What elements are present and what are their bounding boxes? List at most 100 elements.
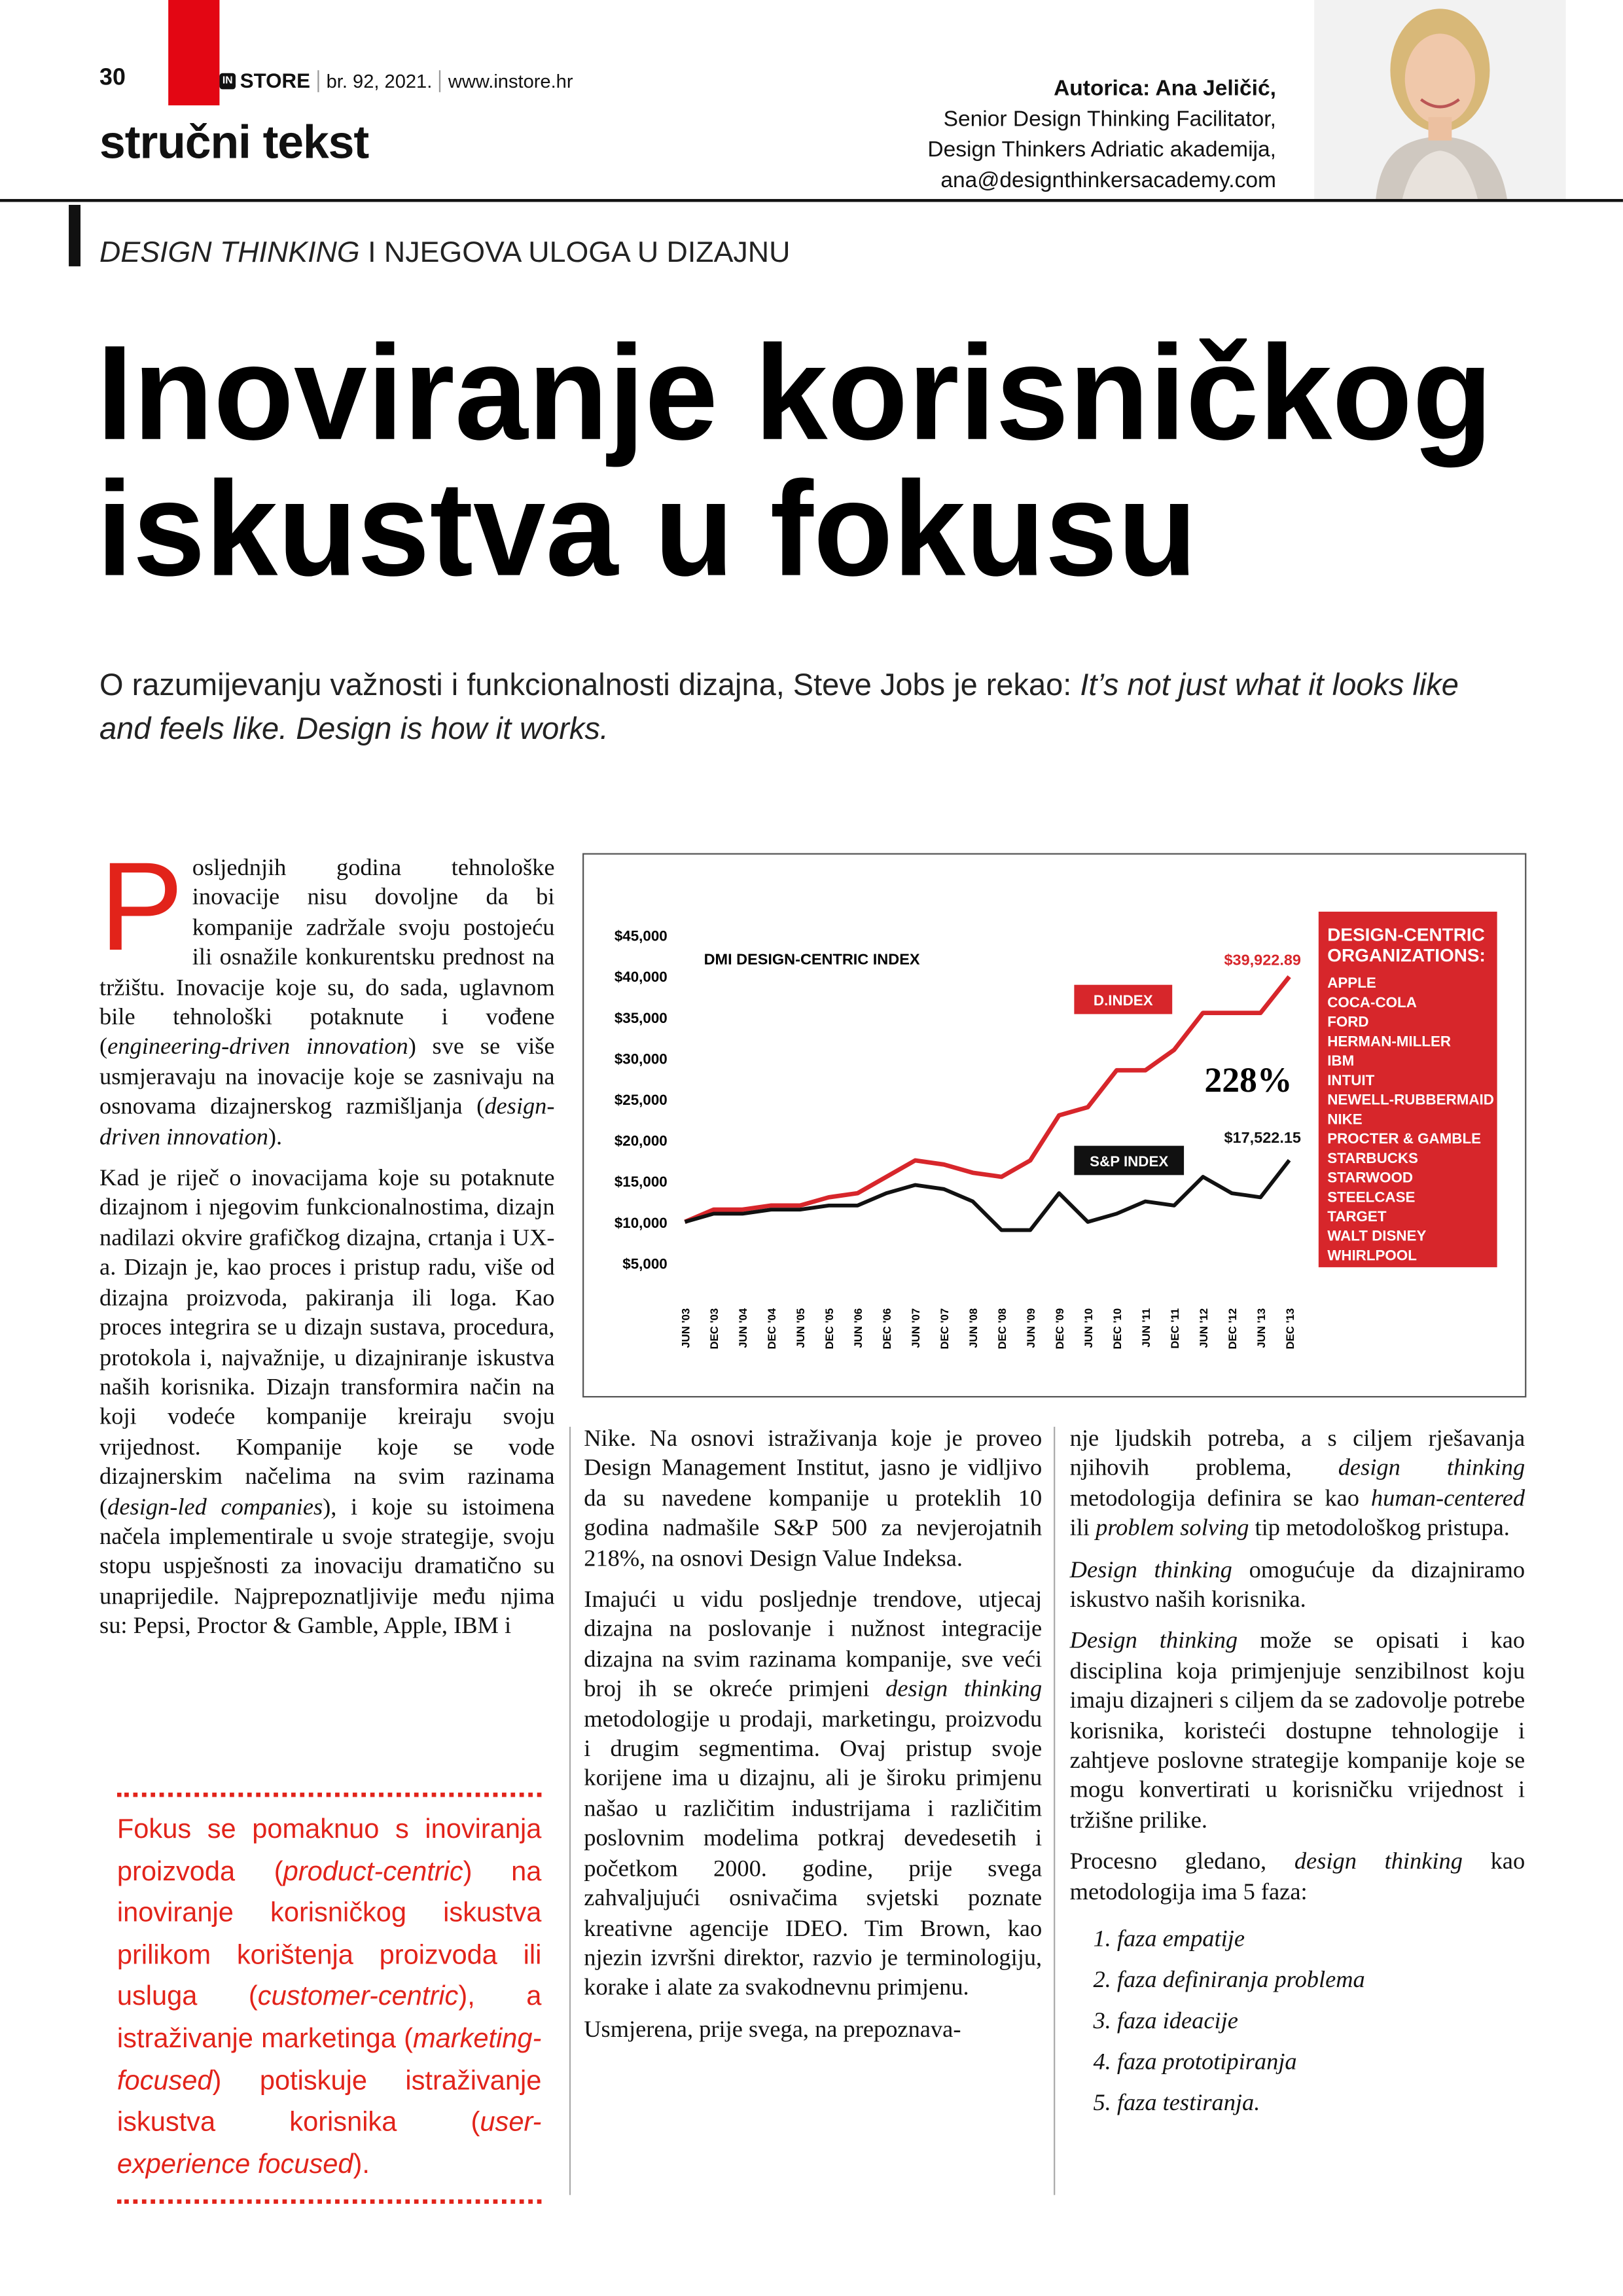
text-run: kao metodologija ima 5 faza: bbox=[1069, 1847, 1525, 1905]
paragraph: Kad je riječ o inovacijama koje su potak… bbox=[99, 1164, 554, 1641]
text-run: design-led companies bbox=[107, 1492, 323, 1520]
legend-label: S&P INDEX bbox=[1090, 1153, 1168, 1170]
x-tick-label: DEC '11 bbox=[1169, 1308, 1181, 1349]
text-run: Design thinking bbox=[1069, 1626, 1238, 1655]
text-run: I NJEGOVA ULOGA U DIZAJNU bbox=[359, 237, 791, 270]
logo-badge: IN bbox=[219, 72, 236, 89]
text-run: Imajući u vidu posljednje trendove, utje… bbox=[584, 1585, 1043, 1702]
text-run: metodologija definira se kao bbox=[1069, 1483, 1371, 1512]
column: nje ljudskih potreba, a s ciljem rješava… bbox=[1070, 1424, 1525, 2123]
x-tick-label: DEC '09 bbox=[1054, 1308, 1066, 1350]
text-run: human-centered bbox=[1370, 1483, 1525, 1512]
text-run: nje ljudskih potreba, a s ciljem rješava… bbox=[1069, 1424, 1525, 1482]
text-run: omogućuje da dizajniramo iskustvo naših … bbox=[1069, 1554, 1525, 1613]
text-run: engineering-driven innovation bbox=[107, 1032, 408, 1060]
header-rule bbox=[0, 199, 1623, 202]
kicker: DESIGN THINKING I NJEGOVA ULOGA U DIZAJN… bbox=[99, 237, 790, 270]
headline-line: iskustva u fokusu bbox=[97, 454, 1198, 604]
legend-box-item: HERMAN-MILLER bbox=[1327, 1033, 1451, 1049]
author-photo bbox=[1314, 0, 1566, 201]
chart-title: DMI DESIGN-CENTRIC INDEX bbox=[704, 950, 920, 967]
drop-cap: P bbox=[99, 836, 184, 978]
headline-line: Inoviranje korisničkog bbox=[97, 317, 1493, 468]
text-run: Kad je riječ o inovacijama koje su potak… bbox=[99, 1163, 555, 1520]
text-run: metodologije u prodaji, marketingu, proi… bbox=[584, 1704, 1043, 2001]
series-line bbox=[684, 975, 1291, 1224]
x-tick-label: JUN '13 bbox=[1255, 1308, 1268, 1348]
x-tick-label: DEC '08 bbox=[996, 1308, 1008, 1350]
legend-box-item: NIKE bbox=[1327, 1111, 1363, 1127]
masthead: IN STORE ​ br. 92, 2021. ​ www.instore.h… bbox=[219, 69, 573, 92]
paragraph: Procesno gledano, design thinking kao me… bbox=[1070, 1847, 1525, 1907]
text-run: ), a istraživanje marketinga ( bbox=[116, 1980, 542, 2053]
text-run: design thinking bbox=[885, 1674, 1043, 1702]
column: Nike. Na osnovi istraživanja koje je pro… bbox=[584, 1424, 1042, 2056]
text-run: ). bbox=[353, 2147, 370, 2179]
text-run: It’s not just what it looks like and fee… bbox=[99, 668, 1459, 747]
x-tick-label: JUN '04 bbox=[737, 1308, 749, 1348]
paragraph: Design thinking omogućuje da dizajniramo… bbox=[1070, 1555, 1525, 1615]
text-run: customer-centric bbox=[257, 1980, 459, 2011]
legend-box bbox=[1318, 911, 1497, 1268]
legend-box-title: ORGANIZATIONS: bbox=[1327, 945, 1486, 965]
paragraph: nje ljudskih potreba, a s ciljem rješava… bbox=[1070, 1424, 1525, 1543]
x-tick-label: JUN '06 bbox=[852, 1308, 865, 1348]
legend-box-item: COCA-COLA bbox=[1327, 994, 1417, 1011]
issue: br. 92, 2021. bbox=[326, 69, 433, 92]
y-tick-label: $15,000 bbox=[615, 1174, 668, 1190]
text-run: design-driven innovation bbox=[99, 1092, 555, 1150]
y-tick-label: $40,000 bbox=[615, 969, 668, 985]
x-tick-label: DEC '10 bbox=[1111, 1308, 1124, 1350]
legend-box-item: APPLE bbox=[1327, 975, 1376, 991]
website: www.instore.hr bbox=[448, 69, 573, 92]
x-tick-label: JUN '03 bbox=[679, 1308, 692, 1348]
x-tick-label: JUN '05 bbox=[794, 1308, 807, 1348]
phase-item: 1. faza empatije bbox=[1093, 1924, 1245, 1952]
text-run: ili bbox=[1069, 1513, 1096, 1541]
legend-box-item: STARBUCKS bbox=[1327, 1150, 1418, 1166]
legend-box-item: IBM bbox=[1327, 1052, 1354, 1069]
text-run: ) sve se više usmjeravaju na inovacije k… bbox=[99, 1032, 555, 1120]
column-rule bbox=[1054, 1426, 1056, 2195]
value-label: $39,922.89 bbox=[1224, 951, 1301, 968]
chart: DMI DESIGN-CENTRIC INDEX $5,000 $10,000 $15… bbox=[582, 853, 1527, 1398]
y-tick-label: $35,000 bbox=[615, 1010, 668, 1026]
text-run: ) potiskuje istraživanje iskustva korisn… bbox=[116, 2064, 542, 2137]
legend-box-item: TARGET bbox=[1327, 1208, 1387, 1225]
text-run: može se opisati i kao disciplina koja pr… bbox=[1069, 1626, 1525, 1834]
author-line: Senior Design Thinking Facilitator, bbox=[943, 107, 1276, 132]
legend-label: D.INDEX bbox=[1094, 992, 1153, 1009]
phase-item: 3. faza ideacije bbox=[1093, 2006, 1238, 2034]
x-tick-label: DEC '13 bbox=[1284, 1308, 1296, 1350]
x-tick-label: JUN '10 bbox=[1082, 1308, 1095, 1348]
phase-list: 1. faza empatije 2. faza definiranja prob… bbox=[1093, 1918, 1525, 2123]
text-run: problem solving bbox=[1096, 1513, 1249, 1541]
x-tick-label: DEC '03 bbox=[708, 1308, 721, 1350]
section-title: stručni tekst bbox=[99, 115, 369, 169]
phase-item: 2. faza definiranja problema bbox=[1093, 1965, 1365, 1994]
legend-box-item: INTUIT bbox=[1327, 1072, 1374, 1088]
x-tick-label: JUN '07 bbox=[910, 1308, 922, 1348]
text-run: Nike. Na osnovi istraživanja koje je pro… bbox=[584, 1424, 1043, 1571]
legend-box-item: PROCTER & GAMBLE bbox=[1327, 1130, 1481, 1147]
legend-box-title: DESIGN-CENTRIC bbox=[1327, 925, 1485, 945]
paragraph: Usmjerena, prije svega, na prepoznava- bbox=[584, 2015, 1042, 2045]
legend-swatch bbox=[1074, 984, 1173, 1014]
author-block: Autorica: Ana Jeličić, Senior Design Thin… bbox=[927, 73, 1276, 196]
paragraph: Nike. Na osnovi istraživanja koje je pro… bbox=[584, 1424, 1042, 1573]
column-rule bbox=[569, 1426, 571, 2195]
x-tick-label: DEC '05 bbox=[823, 1308, 836, 1350]
annotation: 228% bbox=[1204, 1060, 1292, 1100]
text-run: osljednjih godina tehnološke inovacije n… bbox=[99, 853, 555, 1060]
text-run: Fokus se pomaknuo s inoviranja proizvoda… bbox=[116, 1813, 542, 1886]
text-run: marketing-focused bbox=[116, 2022, 542, 2095]
text-run: design thinking bbox=[1338, 1454, 1525, 1482]
text-run: product-centric bbox=[283, 1855, 463, 1886]
author-line: Design Thinkers Adriatic akademija, bbox=[927, 137, 1276, 163]
y-tick-label: $30,000 bbox=[615, 1050, 668, 1067]
x-tick-label: DEC '06 bbox=[881, 1308, 893, 1350]
separator: ​ bbox=[439, 69, 441, 92]
